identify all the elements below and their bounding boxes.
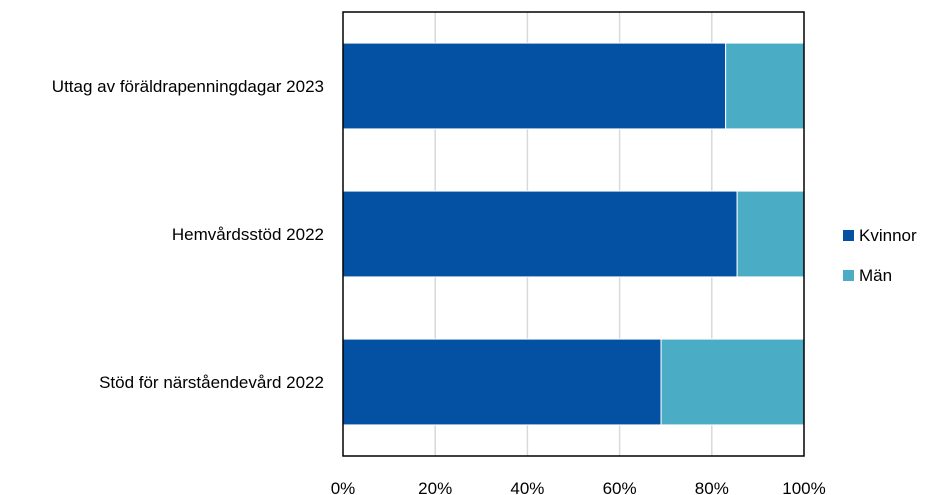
category-label: Stöd för närståendevård 2022 — [99, 373, 324, 392]
plot-frame — [342, 11, 805, 457]
bar-segment — [342, 42, 727, 130]
legend-swatch — [843, 270, 854, 281]
category-labels: Uttag av föräldrapenningdagar 2023 Hemvår… — [52, 77, 324, 392]
bar-segment — [660, 338, 805, 426]
category-label: Uttag av föräldrapenningdagar 2023 — [52, 77, 324, 96]
bar-segment — [342, 338, 662, 426]
x-tick-label: 100% — [782, 479, 825, 495]
legend-label: Kvinnor — [859, 226, 917, 245]
legend: Kvinnor Män — [843, 226, 917, 285]
x-tick-label: 0% — [331, 479, 356, 495]
category-label: Hemvårdsstöd 2022 — [172, 225, 324, 244]
x-axis-ticks: 0% 20% 40% 60% 80% 100% — [331, 479, 826, 495]
bar-segment — [725, 42, 805, 130]
bars — [342, 42, 805, 426]
legend-label: Män — [859, 266, 892, 285]
bar-segment — [736, 190, 805, 278]
x-tick-label: 40% — [510, 479, 544, 495]
x-tick-label: 60% — [603, 479, 637, 495]
x-tick-label: 20% — [418, 479, 452, 495]
bar-segment — [342, 190, 738, 278]
x-tick-label: 80% — [695, 479, 729, 495]
legend-swatch — [843, 230, 854, 241]
